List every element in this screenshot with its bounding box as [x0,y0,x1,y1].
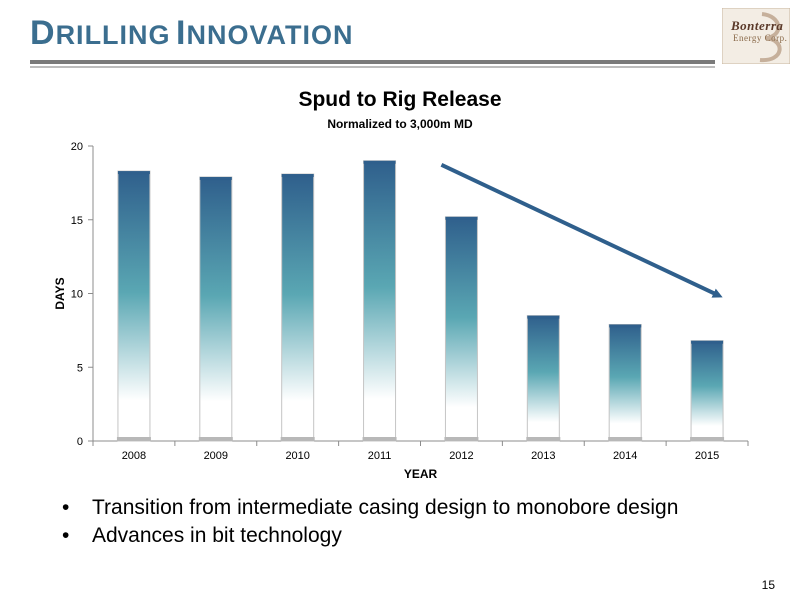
x-tick-label: 2008 [122,450,146,462]
bullet-item: • Transition from intermediate casing de… [62,494,678,522]
y-tick-label: 5 [77,362,83,374]
bar-top-cap [691,340,724,344]
title-divider-light [30,66,715,68]
bar-base [444,437,479,441]
title-initial-1: D [30,14,56,52]
bar-base [198,437,233,441]
y-tick-label: 0 [77,436,83,448]
chart-title: Spud to Rig Release [298,88,502,111]
bar-top-cap [609,324,642,328]
title-initial-2: I [176,14,187,52]
bar [690,340,724,442]
bar [281,173,315,442]
chart-subtitle: Normalized to 3,000m MD [327,117,473,131]
bar [444,216,478,442]
logo-text: Bonterra [731,18,784,33]
bar [199,176,233,442]
bar [526,315,560,442]
x-tick-label: 2013 [531,450,555,462]
bar-base [526,437,561,441]
x-tick-label: 2010 [285,450,309,462]
bullet-text: Transition from intermediate casing desi… [92,496,679,519]
bar-top-cap [445,216,478,220]
bar-base [690,437,725,441]
x-tick-label: 2012 [449,450,473,462]
x-tick-label: 2011 [368,450,392,462]
bar-base [362,437,397,441]
bar [117,170,151,442]
bullet-text: Advances in bit technology [92,524,342,547]
title-rest-2: NNOVATION [186,20,354,50]
bar-top-cap [199,176,232,180]
bar-top-cap [117,171,150,175]
bar-base [280,437,315,441]
slide-title: DRILLING INNOVATION [30,14,353,53]
bar-top-cap [281,174,314,178]
bar [363,160,397,442]
title-rest-1: RILLING [55,20,171,50]
x-axis-label: YEAR [404,467,438,481]
y-tick-label: 10 [71,289,83,301]
x-tick-label: 2009 [204,450,228,462]
bar-top-cap [363,160,396,164]
bullet-list: • Transition from intermediate casing de… [62,494,678,550]
bullet-marker: • [62,496,70,519]
trend-arrow [440,162,723,298]
x-tick-label: 2014 [613,450,637,462]
bar-base [116,437,151,441]
bullet-item: • Advances in bit technology [62,522,678,550]
x-tick-label: 2015 [695,450,719,462]
bullet-marker: • [62,524,70,547]
page-number: 15 [761,578,775,592]
logo-subtext: Energy Corp. [733,33,788,43]
title-divider [30,60,715,64]
bar-base [608,437,643,441]
y-tick-label: 20 [71,141,83,153]
company-logo [722,8,790,64]
y-axis-label: DAYS [53,277,67,309]
bar-top-cap [527,315,560,319]
y-tick-label: 15 [71,215,83,227]
bar [608,323,642,442]
